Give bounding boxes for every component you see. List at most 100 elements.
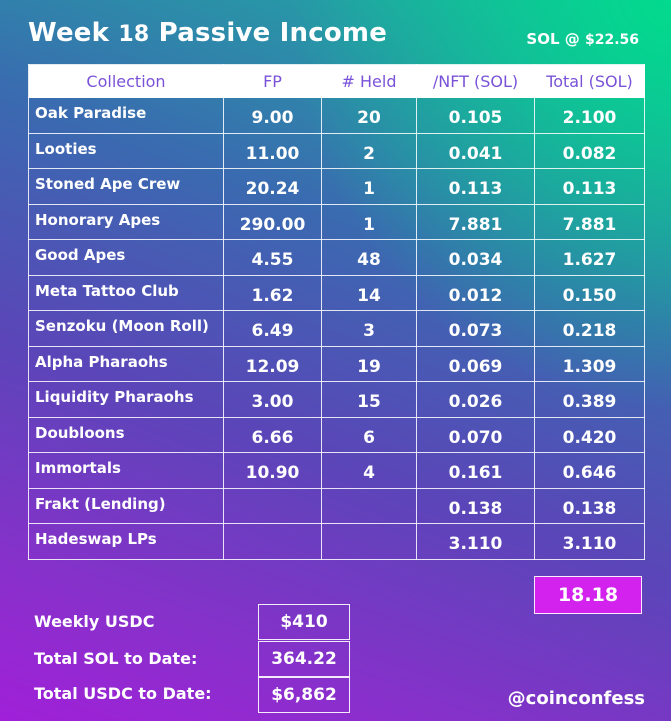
total-cell: 0.113 bbox=[534, 168, 645, 205]
total-cell: 0.218 bbox=[534, 310, 645, 347]
collection-cell: Good Apes bbox=[28, 239, 224, 276]
per-nft-cell: 0.041 bbox=[416, 132, 535, 169]
col-header-fp: FP bbox=[223, 64, 322, 98]
table-header-row: Collection FP # Held /NFT (SOL) Total (S… bbox=[28, 64, 645, 98]
collection-cell: Senzoku (Moon Roll) bbox=[28, 310, 224, 347]
total-usdc-value: $6,862 bbox=[258, 677, 350, 713]
col-header-collection: Collection bbox=[28, 64, 224, 98]
col-header-held: # Held bbox=[321, 64, 417, 98]
week-number: 18 bbox=[118, 22, 150, 47]
fp-cell: 10.90 bbox=[223, 452, 322, 489]
per-nft-cell: 0.138 bbox=[416, 487, 535, 524]
table-row: Looties 11.00 2 0.041 0.082 bbox=[28, 132, 645, 169]
table-row: Senzoku (Moon Roll) 6.49 3 0.073 0.218 bbox=[28, 310, 645, 347]
collection-cell: Frakt (Lending) bbox=[28, 487, 224, 524]
held-cell bbox=[321, 523, 417, 560]
total-cell: 3.110 bbox=[534, 523, 645, 560]
weekly-usdc-value: $410 bbox=[258, 604, 350, 640]
per-nft-cell: 0.034 bbox=[416, 239, 535, 276]
table-row: Hadeswap LPs 3.110 3.110 bbox=[28, 523, 645, 560]
author-handle: @coinconfess bbox=[507, 688, 645, 709]
held-cell: 19 bbox=[321, 345, 417, 382]
total-cell: 0.389 bbox=[534, 381, 645, 418]
table-row: Honorary Apes 290.00 1 7.881 7.881 bbox=[28, 203, 645, 240]
per-nft-cell: 0.073 bbox=[416, 310, 535, 347]
fp-cell: 290.00 bbox=[223, 203, 322, 240]
collection-cell: Hadeswap LPs bbox=[28, 523, 224, 560]
collection-cell: Oak Paradise bbox=[28, 97, 224, 134]
sol-label: SOL @ bbox=[526, 30, 580, 48]
fp-cell: 20.24 bbox=[223, 168, 322, 205]
fp-cell: 6.66 bbox=[223, 416, 322, 453]
total-cell: 0.138 bbox=[534, 487, 645, 524]
table-row: Stoned Ape Crew 20.24 1 0.113 0.113 bbox=[28, 168, 645, 205]
table-row: Good Apes 4.55 48 0.034 1.627 bbox=[28, 239, 645, 276]
fp-cell: 3.00 bbox=[223, 381, 322, 418]
sol-price-value: $22.56 bbox=[584, 32, 639, 48]
total-cell: 0.082 bbox=[534, 132, 645, 169]
table-row: Liquidity Pharaohs 3.00 15 0.026 0.389 bbox=[28, 381, 645, 418]
held-cell: 1 bbox=[321, 168, 417, 205]
weekly-usdc-label: Weekly USDC bbox=[34, 612, 155, 631]
held-cell: 20 bbox=[321, 97, 417, 134]
fp-cell: 6.49 bbox=[223, 310, 322, 347]
per-nft-cell: 0.026 bbox=[416, 381, 535, 418]
table-row: Oak Paradise 9.00 20 0.105 2.100 bbox=[28, 97, 645, 134]
held-cell: 6 bbox=[321, 416, 417, 453]
col-header-total: Total (SOL) bbox=[534, 64, 645, 98]
per-nft-cell: 3.110 bbox=[416, 523, 535, 560]
fp-cell: 1.62 bbox=[223, 274, 322, 311]
total-cell: 0.646 bbox=[534, 452, 645, 489]
fp-cell: 4.55 bbox=[223, 239, 322, 276]
fp-cell: 12.09 bbox=[223, 345, 322, 382]
collection-cell: Honorary Apes bbox=[28, 203, 224, 240]
sol-price: SOL @ $22.56 bbox=[526, 30, 639, 48]
total-cell: 0.150 bbox=[534, 274, 645, 311]
page-title: Week 18 Passive Income bbox=[28, 18, 387, 48]
held-cell: 1 bbox=[321, 203, 417, 240]
collection-cell: Looties bbox=[28, 132, 224, 169]
collection-cell: Alpha Pharaohs bbox=[28, 345, 224, 382]
collection-cell: Meta Tattoo Club bbox=[28, 274, 224, 311]
per-nft-cell: 0.113 bbox=[416, 168, 535, 205]
held-cell: 14 bbox=[321, 274, 417, 311]
total-cell: 0.420 bbox=[534, 416, 645, 453]
per-nft-cell: 0.012 bbox=[416, 274, 535, 311]
total-cell: 2.100 bbox=[534, 97, 645, 134]
table-row: Alpha Pharaohs 12.09 19 0.069 1.309 bbox=[28, 345, 645, 382]
fp-cell bbox=[223, 487, 322, 524]
income-table: Collection FP # Held /NFT (SOL) Total (S… bbox=[28, 64, 645, 560]
held-cell: 48 bbox=[321, 239, 417, 276]
table-row: Doubloons 6.66 6 0.070 0.420 bbox=[28, 416, 645, 453]
fp-cell: 9.00 bbox=[223, 97, 322, 134]
grand-total: 18.18 bbox=[534, 576, 642, 614]
total-cell: 1.309 bbox=[534, 345, 645, 382]
held-cell: 15 bbox=[321, 381, 417, 418]
per-nft-cell: 0.161 bbox=[416, 452, 535, 489]
title-prefix: Week bbox=[28, 18, 110, 48]
per-nft-cell: 7.881 bbox=[416, 203, 535, 240]
collection-cell: Liquidity Pharaohs bbox=[28, 381, 224, 418]
table-row: Frakt (Lending) 0.138 0.138 bbox=[28, 487, 645, 524]
per-nft-cell: 0.069 bbox=[416, 345, 535, 382]
total-sol-value: 364.22 bbox=[258, 641, 350, 677]
table-row: Immortals 10.90 4 0.161 0.646 bbox=[28, 452, 645, 489]
collection-cell: Doubloons bbox=[28, 416, 224, 453]
total-cell: 7.881 bbox=[534, 203, 645, 240]
held-cell: 3 bbox=[321, 310, 417, 347]
per-nft-cell: 0.105 bbox=[416, 97, 535, 134]
held-cell bbox=[321, 487, 417, 524]
held-cell: 4 bbox=[321, 452, 417, 489]
total-sol-label: Total SOL to Date: bbox=[34, 649, 198, 668]
held-cell: 2 bbox=[321, 132, 417, 169]
total-cell: 1.627 bbox=[534, 239, 645, 276]
title-suffix: Passive Income bbox=[158, 18, 388, 48]
collection-cell: Immortals bbox=[28, 452, 224, 489]
total-usdc-label: Total USDC to Date: bbox=[34, 684, 212, 703]
fp-cell: 11.00 bbox=[223, 132, 322, 169]
table-row: Meta Tattoo Club 1.62 14 0.012 0.150 bbox=[28, 274, 645, 311]
per-nft-cell: 0.070 bbox=[416, 416, 535, 453]
fp-cell bbox=[223, 523, 322, 560]
collection-cell: Stoned Ape Crew bbox=[28, 168, 224, 205]
col-header-per-nft: /NFT (SOL) bbox=[416, 64, 535, 98]
